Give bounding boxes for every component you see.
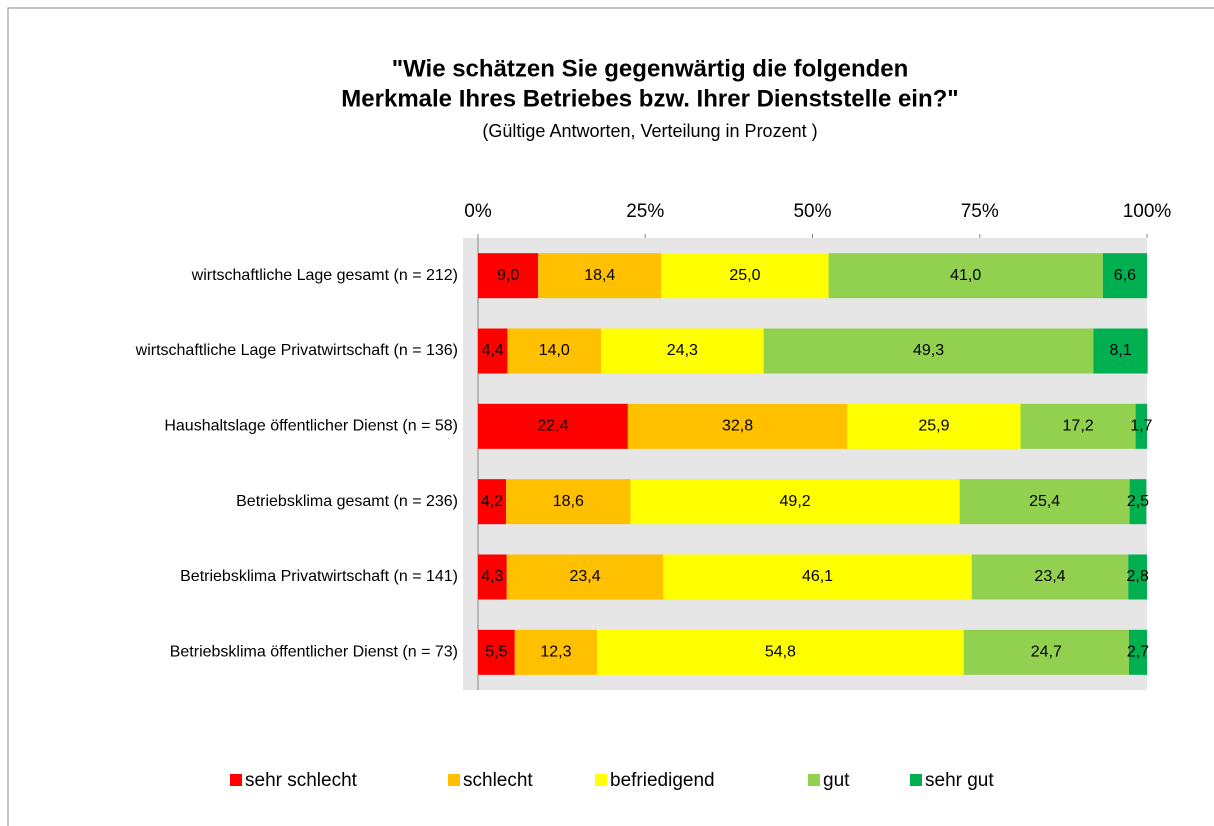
x-tick-label: 50%	[793, 201, 831, 222]
bar-segment	[507, 328, 602, 374]
bar-segment	[971, 554, 1129, 600]
data-label: 12,3	[540, 644, 571, 661]
legend-swatch	[448, 774, 460, 786]
bar-segment	[538, 253, 662, 299]
data-label: 25,4	[1029, 493, 1060, 510]
bar-segment	[597, 629, 964, 675]
legend-swatch	[230, 774, 242, 786]
chart-title: "Wie schätzen Sie gegenwärtig die folgen…	[392, 55, 909, 82]
plot-area	[463, 238, 1147, 690]
data-label: 18,4	[584, 267, 615, 284]
bar-segment	[1093, 328, 1148, 374]
data-label: 24,3	[667, 342, 698, 359]
bar-segment	[1128, 629, 1147, 675]
bar-segment	[478, 403, 628, 449]
data-label: 17,2	[1063, 418, 1094, 435]
data-label: 5,5	[485, 644, 507, 661]
legend-swatch	[595, 774, 607, 786]
x-tick-label: 100%	[1123, 201, 1172, 222]
bar-segment	[1129, 479, 1147, 525]
y-tick-label: wirtschaftliche Lage Privatwirtschaft (n…	[135, 342, 458, 359]
data-label: 49,2	[780, 493, 811, 510]
data-label: 1,7	[1130, 418, 1152, 435]
data-label: 41,0	[950, 267, 981, 284]
legend-swatch	[808, 774, 820, 786]
data-label: 24,7	[1031, 644, 1062, 661]
legend-label: schlecht	[463, 770, 533, 791]
legend-label: befriedigend	[610, 770, 715, 791]
x-tick-label: 25%	[626, 201, 664, 222]
bar-segment	[847, 403, 1021, 449]
data-label: 9,0	[497, 267, 519, 284]
frame	[7, 7, 1214, 826]
bar-segment	[478, 328, 508, 374]
data-label: 46,1	[802, 568, 833, 585]
bar-segment	[1128, 554, 1147, 600]
bar-segment	[630, 479, 960, 525]
bar-segment	[506, 554, 664, 600]
bar-segment	[661, 253, 829, 299]
bar-segment	[763, 328, 1094, 374]
legend-swatch	[910, 774, 922, 786]
bar-segment	[478, 554, 507, 600]
data-label: 4,4	[482, 342, 504, 359]
bar-segment	[1102, 253, 1147, 299]
bar-segment	[478, 253, 539, 299]
y-tick-label: Betriebsklima Privatwirtschaft (n = 141)	[180, 568, 458, 585]
bar-segment	[1020, 403, 1136, 449]
y-tick-label: Haushaltslage öffentlicher Dienst (n = 5…	[164, 418, 458, 435]
bar-segment	[478, 629, 515, 675]
data-label: 14,0	[539, 342, 570, 359]
data-label: 49,3	[913, 342, 944, 359]
bar-segment	[627, 403, 848, 449]
legend-label: gut	[823, 770, 850, 791]
data-label: 23,4	[1034, 568, 1065, 585]
bar-segment	[963, 629, 1129, 675]
bar-segment	[663, 554, 972, 600]
data-label: 22,4	[537, 418, 568, 435]
data-label: 2,5	[1127, 493, 1149, 510]
data-label: 32,8	[722, 418, 753, 435]
data-label: 54,8	[765, 644, 796, 661]
data-label: 25,0	[729, 267, 760, 284]
bar-segment	[828, 253, 1103, 299]
legend-label: sehr schlecht	[245, 770, 358, 791]
chart-title: Merkmale Ihres Betriebes bzw. Ihrer Dien…	[341, 85, 958, 112]
data-label: 4,2	[481, 493, 503, 510]
bar-segment	[506, 479, 631, 525]
bar-segment	[959, 479, 1130, 525]
data-label: 25,9	[918, 418, 949, 435]
y-tick-label: Betriebsklima öffentlicher Dienst (n = 7…	[170, 644, 458, 661]
data-label: 6,6	[1114, 267, 1136, 284]
y-tick-label: Betriebsklima gesamt (n = 236)	[236, 493, 458, 510]
legend-label: sehr gut	[925, 770, 994, 791]
chart-subtitle: (Gültige Antworten, Verteilung in Prozen…	[482, 121, 817, 141]
y-tick-label: wirtschaftliche Lage gesamt (n = 212)	[191, 267, 458, 284]
bar-segment	[1135, 403, 1147, 449]
bar-segment	[601, 328, 764, 374]
data-label: 4,3	[481, 568, 503, 585]
data-label: 18,6	[553, 493, 584, 510]
x-tick-label: 75%	[961, 201, 999, 222]
bar-segment	[478, 479, 507, 525]
data-label: 23,4	[569, 568, 600, 585]
bar-segment	[514, 629, 598, 675]
data-label: 8,1	[1109, 342, 1131, 359]
data-label: 2,7	[1127, 644, 1149, 661]
data-label: 2,8	[1127, 568, 1149, 585]
x-tick-label: 0%	[464, 201, 492, 222]
